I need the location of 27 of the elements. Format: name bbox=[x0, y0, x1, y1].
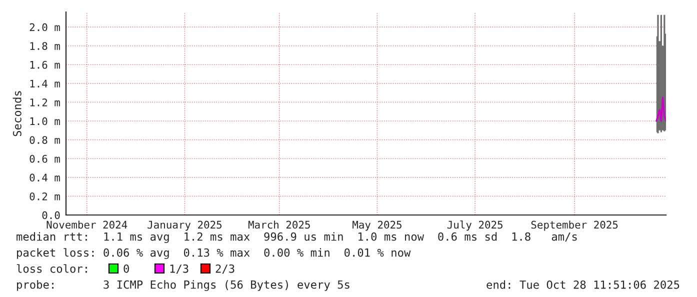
y-tick-label: 1.6 m bbox=[30, 60, 60, 69]
text: median rtt: 1.1 ms avg 1.2 ms max 996.9 us min 1.0 ms now 0.6 ms sd 1.8 am/s bbox=[16, 232, 577, 243]
text: 2/3 bbox=[216, 264, 234, 274]
y-tick-label: 0.6 m bbox=[30, 154, 60, 163]
x-tick-label: March 2025 bbox=[248, 220, 310, 229]
x-tick-label: November 2024 bbox=[46, 220, 128, 229]
text: packet loss: 0.06 % avg 0.13 % max 0.00 % min 0.01 % now bbox=[17, 248, 411, 259]
y-tick-label: 0.8 m bbox=[30, 136, 60, 144]
y-tick-label: 0.2 m bbox=[30, 192, 60, 200]
y-axis-title: Seconds bbox=[12, 91, 22, 136]
y-tick-label: 1.0 m bbox=[30, 117, 60, 126]
x-tick-label: January 2025 bbox=[148, 220, 222, 231]
x-tick-label: May 2025 bbox=[352, 220, 402, 231]
text: loss color: bbox=[16, 264, 87, 273]
y-tick-label: 1.2 m bbox=[30, 98, 60, 106]
text: 1/3 bbox=[170, 264, 188, 274]
y-tick-label: 0.0 bbox=[42, 211, 60, 220]
y-tick-label: 1.4 m bbox=[30, 80, 60, 88]
line-series bbox=[656, 96, 666, 122]
x-tick-label: July 2025 bbox=[447, 220, 502, 231]
y-tick-label: 2.0 m bbox=[30, 23, 60, 32]
text: 0 bbox=[124, 264, 129, 273]
x-tick-label: September 2025 bbox=[531, 220, 618, 231]
y-tick-label: 1.8 m bbox=[30, 42, 60, 50]
y-tick-label: 0.4 m bbox=[30, 174, 60, 182]
text: end: Tue Oct 28 11:51:06 2025 bbox=[486, 280, 680, 289]
text: probe: 3 ICMP Echo Pings (56 Bytes) every 5s bbox=[17, 280, 350, 291]
